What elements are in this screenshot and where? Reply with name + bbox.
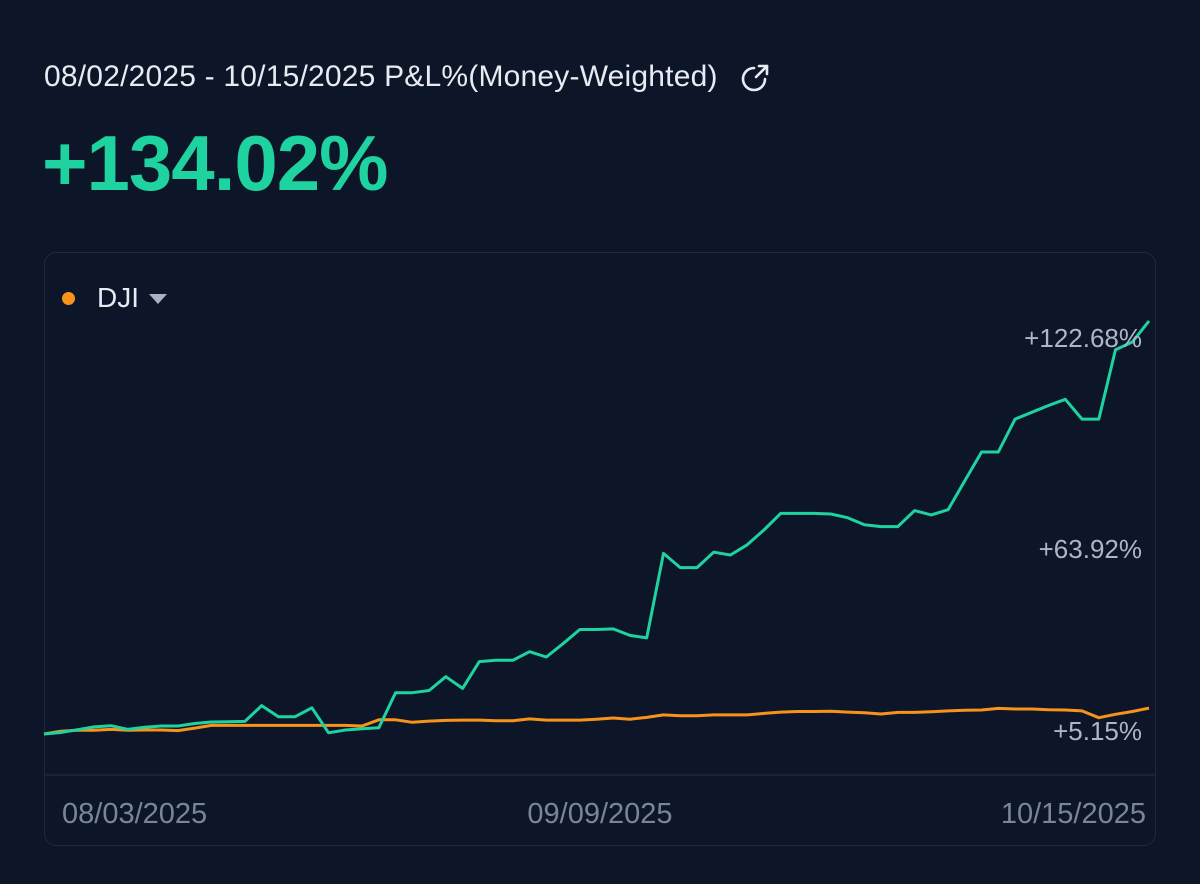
x-tick-label: 10/15/2025 bbox=[1001, 798, 1146, 830]
caret-down-icon[interactable] bbox=[149, 294, 167, 304]
pnl-percent-value: +134.02% bbox=[42, 119, 388, 207]
benchmark-label: DJI bbox=[97, 282, 139, 313]
benchmark-selector[interactable]: DJI bbox=[62, 282, 167, 314]
legend-dot-icon bbox=[62, 291, 75, 305]
y-tick-label: +5.15% bbox=[1053, 716, 1142, 746]
date-range-title: 08/02/2025 - 10/15/2025 P&L%(Money-Weigh… bbox=[44, 60, 772, 94]
y-tick-label: +122.68% bbox=[1024, 323, 1142, 353]
date-range-label: 08/02/2025 - 10/15/2025 P&L%(Money-Weigh… bbox=[44, 60, 718, 93]
chart-card bbox=[44, 252, 1156, 846]
share-arrow-icon[interactable] bbox=[740, 61, 772, 93]
series-line-portfolio bbox=[43, 320, 1151, 736]
y-tick-label: +63.92% bbox=[1039, 534, 1142, 564]
x-tick-label: 09/09/2025 bbox=[527, 798, 672, 830]
series-line-dji bbox=[43, 706, 1150, 736]
x-tick-label: 08/03/2025 bbox=[62, 798, 207, 830]
